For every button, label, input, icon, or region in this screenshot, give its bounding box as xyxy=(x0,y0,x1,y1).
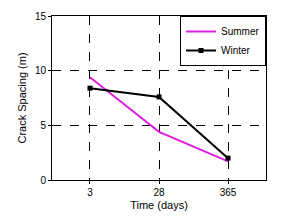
svg-text:0: 0 xyxy=(40,175,46,186)
svg-text:5: 5 xyxy=(40,120,46,131)
svg-text:Winter: Winter xyxy=(221,45,251,56)
svg-text:10: 10 xyxy=(35,65,47,76)
svg-text:3: 3 xyxy=(87,187,93,198)
svg-text:Crack Spacing (m): Crack Spacing (m) xyxy=(16,52,28,143)
svg-text:365: 365 xyxy=(220,187,237,198)
svg-text:15: 15 xyxy=(35,11,47,22)
svg-text:Time (days): Time (days) xyxy=(130,199,188,211)
svg-text:28: 28 xyxy=(153,187,165,198)
svg-text:Summer: Summer xyxy=(221,26,259,37)
